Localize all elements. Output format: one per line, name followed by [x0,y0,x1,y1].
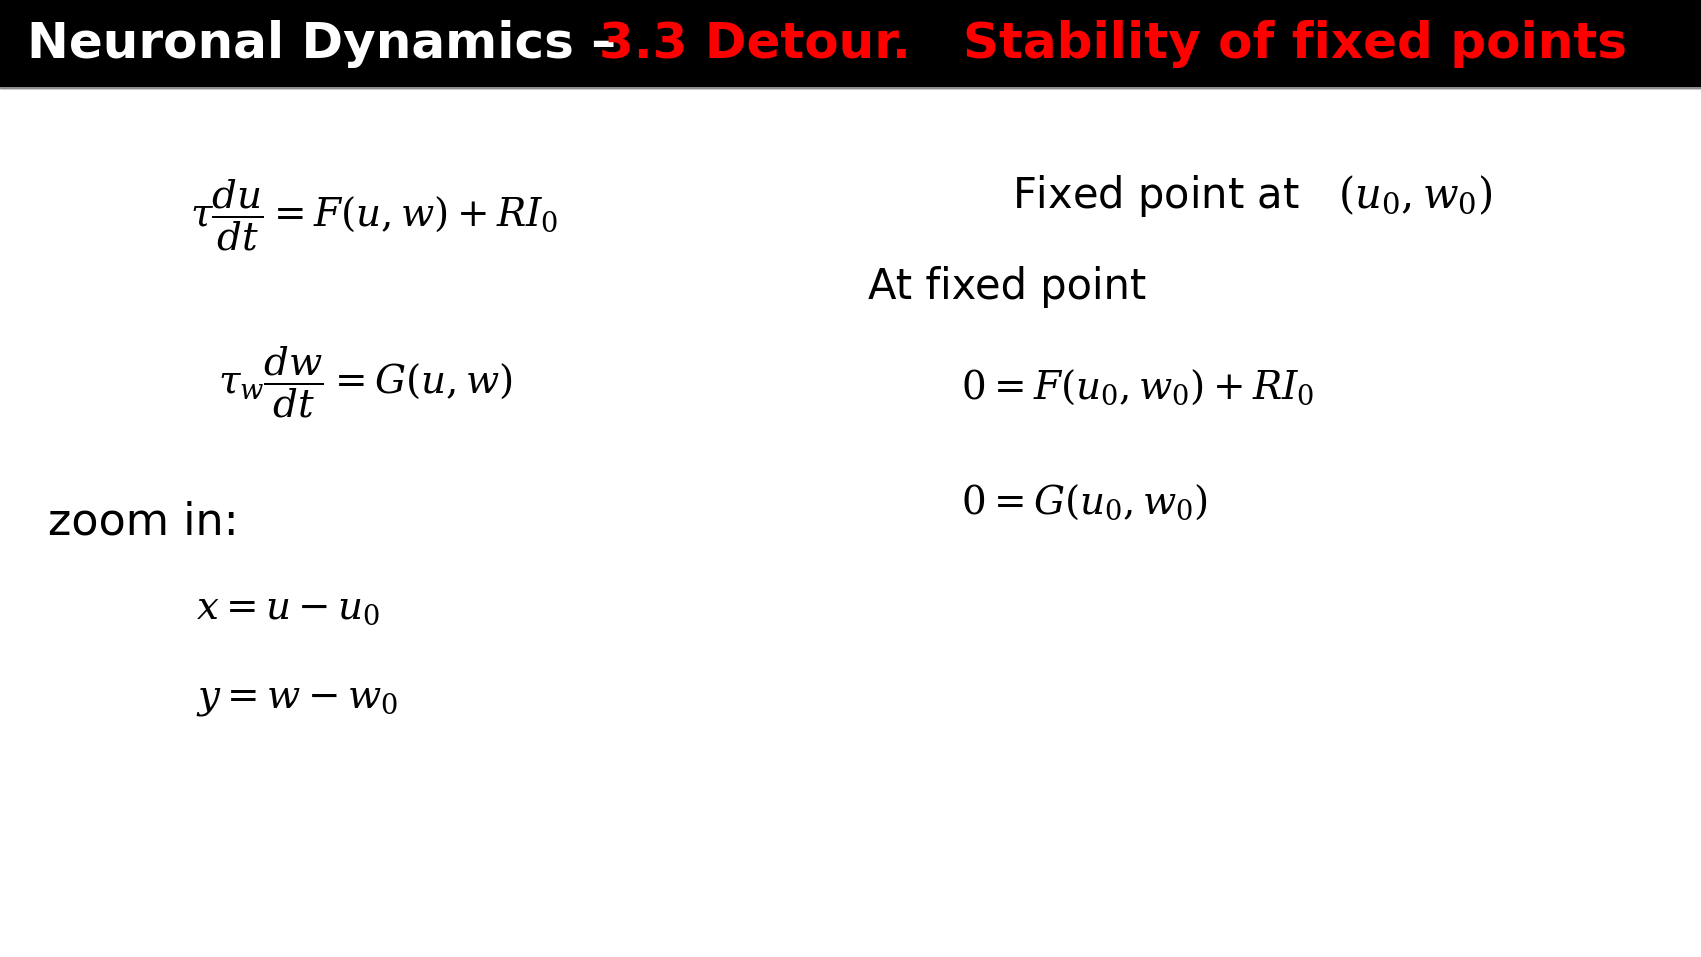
Text: 3.3 Detour.   Stability of fixed points: 3.3 Detour. Stability of fixed points [599,20,1626,68]
Text: zoom in:: zoom in: [48,501,238,543]
Text: $0 = F(u_0, w_0) + RI_0$: $0 = F(u_0, w_0) + RI_0$ [961,367,1315,408]
Text: $\tau_w \dfrac{dw}{dt} = G(u, w)$: $\tau_w \dfrac{dw}{dt} = G(u, w)$ [218,345,514,420]
Text: $y = w - w_0$: $y = w - w_0$ [196,679,398,718]
Text: $\tau \dfrac{du}{dt} = F(u, w) + RI_0$: $\tau \dfrac{du}{dt} = F(u, w) + RI_0$ [191,178,558,253]
Text: $x = u - u_0$: $x = u - u_0$ [196,589,379,627]
Text: Fixed point at   $(u_0, w_0)$: Fixed point at $(u_0, w_0)$ [1012,173,1492,219]
Text: $0 = G(u_0, w_0)$: $0 = G(u_0, w_0)$ [961,482,1208,523]
Text: At fixed point: At fixed point [868,266,1146,308]
Text: Neuronal Dynamics –: Neuronal Dynamics – [27,20,634,68]
Bar [0,0,1701,88]
